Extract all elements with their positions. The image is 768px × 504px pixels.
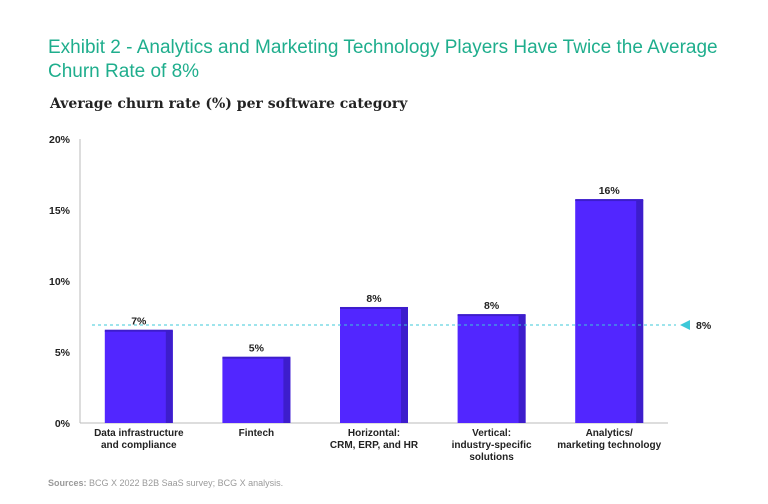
bar [457, 315, 526, 423]
category-label: Data infrastructure [94, 428, 184, 439]
bar [104, 330, 173, 423]
chart-title: Average churn rate (%) per software cate… [50, 96, 408, 112]
y-tick-label: 15% [49, 205, 71, 217]
bar [340, 307, 408, 423]
y-tick-label: 10% [49, 276, 71, 288]
bar-cap [575, 199, 644, 202]
sources-text: BCG X 2022 B2B SaaS survey; BCG X analys… [89, 478, 284, 488]
bar-cap [457, 314, 526, 317]
category-label: Vertical: [472, 428, 511, 439]
y-tick-label: 20% [49, 134, 71, 146]
category-label: Analytics/ [586, 428, 633, 439]
bar-value-label: 16% [599, 185, 621, 197]
category-label: Horizontal: [348, 428, 400, 439]
category-label: industry-specific [452, 440, 532, 451]
sources-label: Sources: [48, 478, 87, 488]
bar-value-label: 5% [249, 343, 265, 355]
category-label: solutions [469, 452, 514, 463]
bar [222, 357, 291, 423]
bar [575, 200, 644, 423]
bar-cap [222, 356, 291, 359]
average-marker-icon [680, 320, 690, 331]
bar-shade [165, 330, 173, 423]
y-tick-label: 0% [55, 418, 71, 430]
bar-shade [283, 357, 291, 423]
bar-cap [340, 306, 408, 309]
average-label: 8% [696, 320, 712, 332]
bar-shade [636, 200, 644, 423]
category-label: Fintech [239, 428, 275, 439]
bar-shade [518, 315, 526, 423]
category-label: CRM, ERP, and HR [330, 440, 419, 451]
y-tick-label: 5% [55, 347, 71, 359]
category-label: and compliance [101, 440, 177, 451]
bar-value-label: 8% [366, 293, 382, 305]
category-label: marketing technology [557, 440, 661, 451]
sources-footer: Sources: BCG X 2022 B2B SaaS survey; BCG… [48, 478, 283, 488]
bar-value-label: 7% [131, 316, 147, 328]
exhibit-title: Exhibit 2 - Analytics and Marketing Tech… [48, 37, 718, 82]
bar-shade [401, 307, 408, 423]
bar-cap [104, 329, 173, 332]
bar-value-label: 8% [484, 300, 500, 312]
